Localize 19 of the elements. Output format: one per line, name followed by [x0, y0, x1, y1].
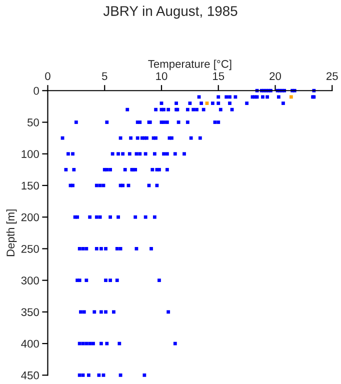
x-tick-label: 25 [326, 72, 338, 80]
y-tick-label: 200 [21, 213, 39, 222]
x-tick-label: 15 [213, 72, 224, 80]
y-tick-label: 50 [27, 118, 39, 126]
x-tick-label: 20 [270, 72, 281, 80]
chart-title: JBRY in August, 1985 [103, 6, 238, 19]
y-tick-label: 150 [22, 182, 39, 190]
y-tick-label: 350 [21, 308, 39, 316]
x-tick-label: 5 [102, 72, 108, 80]
x-axis-title: Temperature [°C] [148, 60, 232, 70]
y-tick-label: 250 [21, 244, 39, 253]
y-tick-label: 450 [21, 371, 39, 380]
y-tick-label: 300 [21, 276, 39, 284]
y-tick-label: 0 [34, 86, 39, 95]
x-tick-label: 0 [45, 72, 50, 80]
y-axis-title: Depth [m] [6, 210, 17, 256]
x-tick-label: 10 [156, 72, 168, 80]
y-tick-label: 400 [21, 340, 39, 348]
y-tick-label: 100 [22, 150, 39, 158]
